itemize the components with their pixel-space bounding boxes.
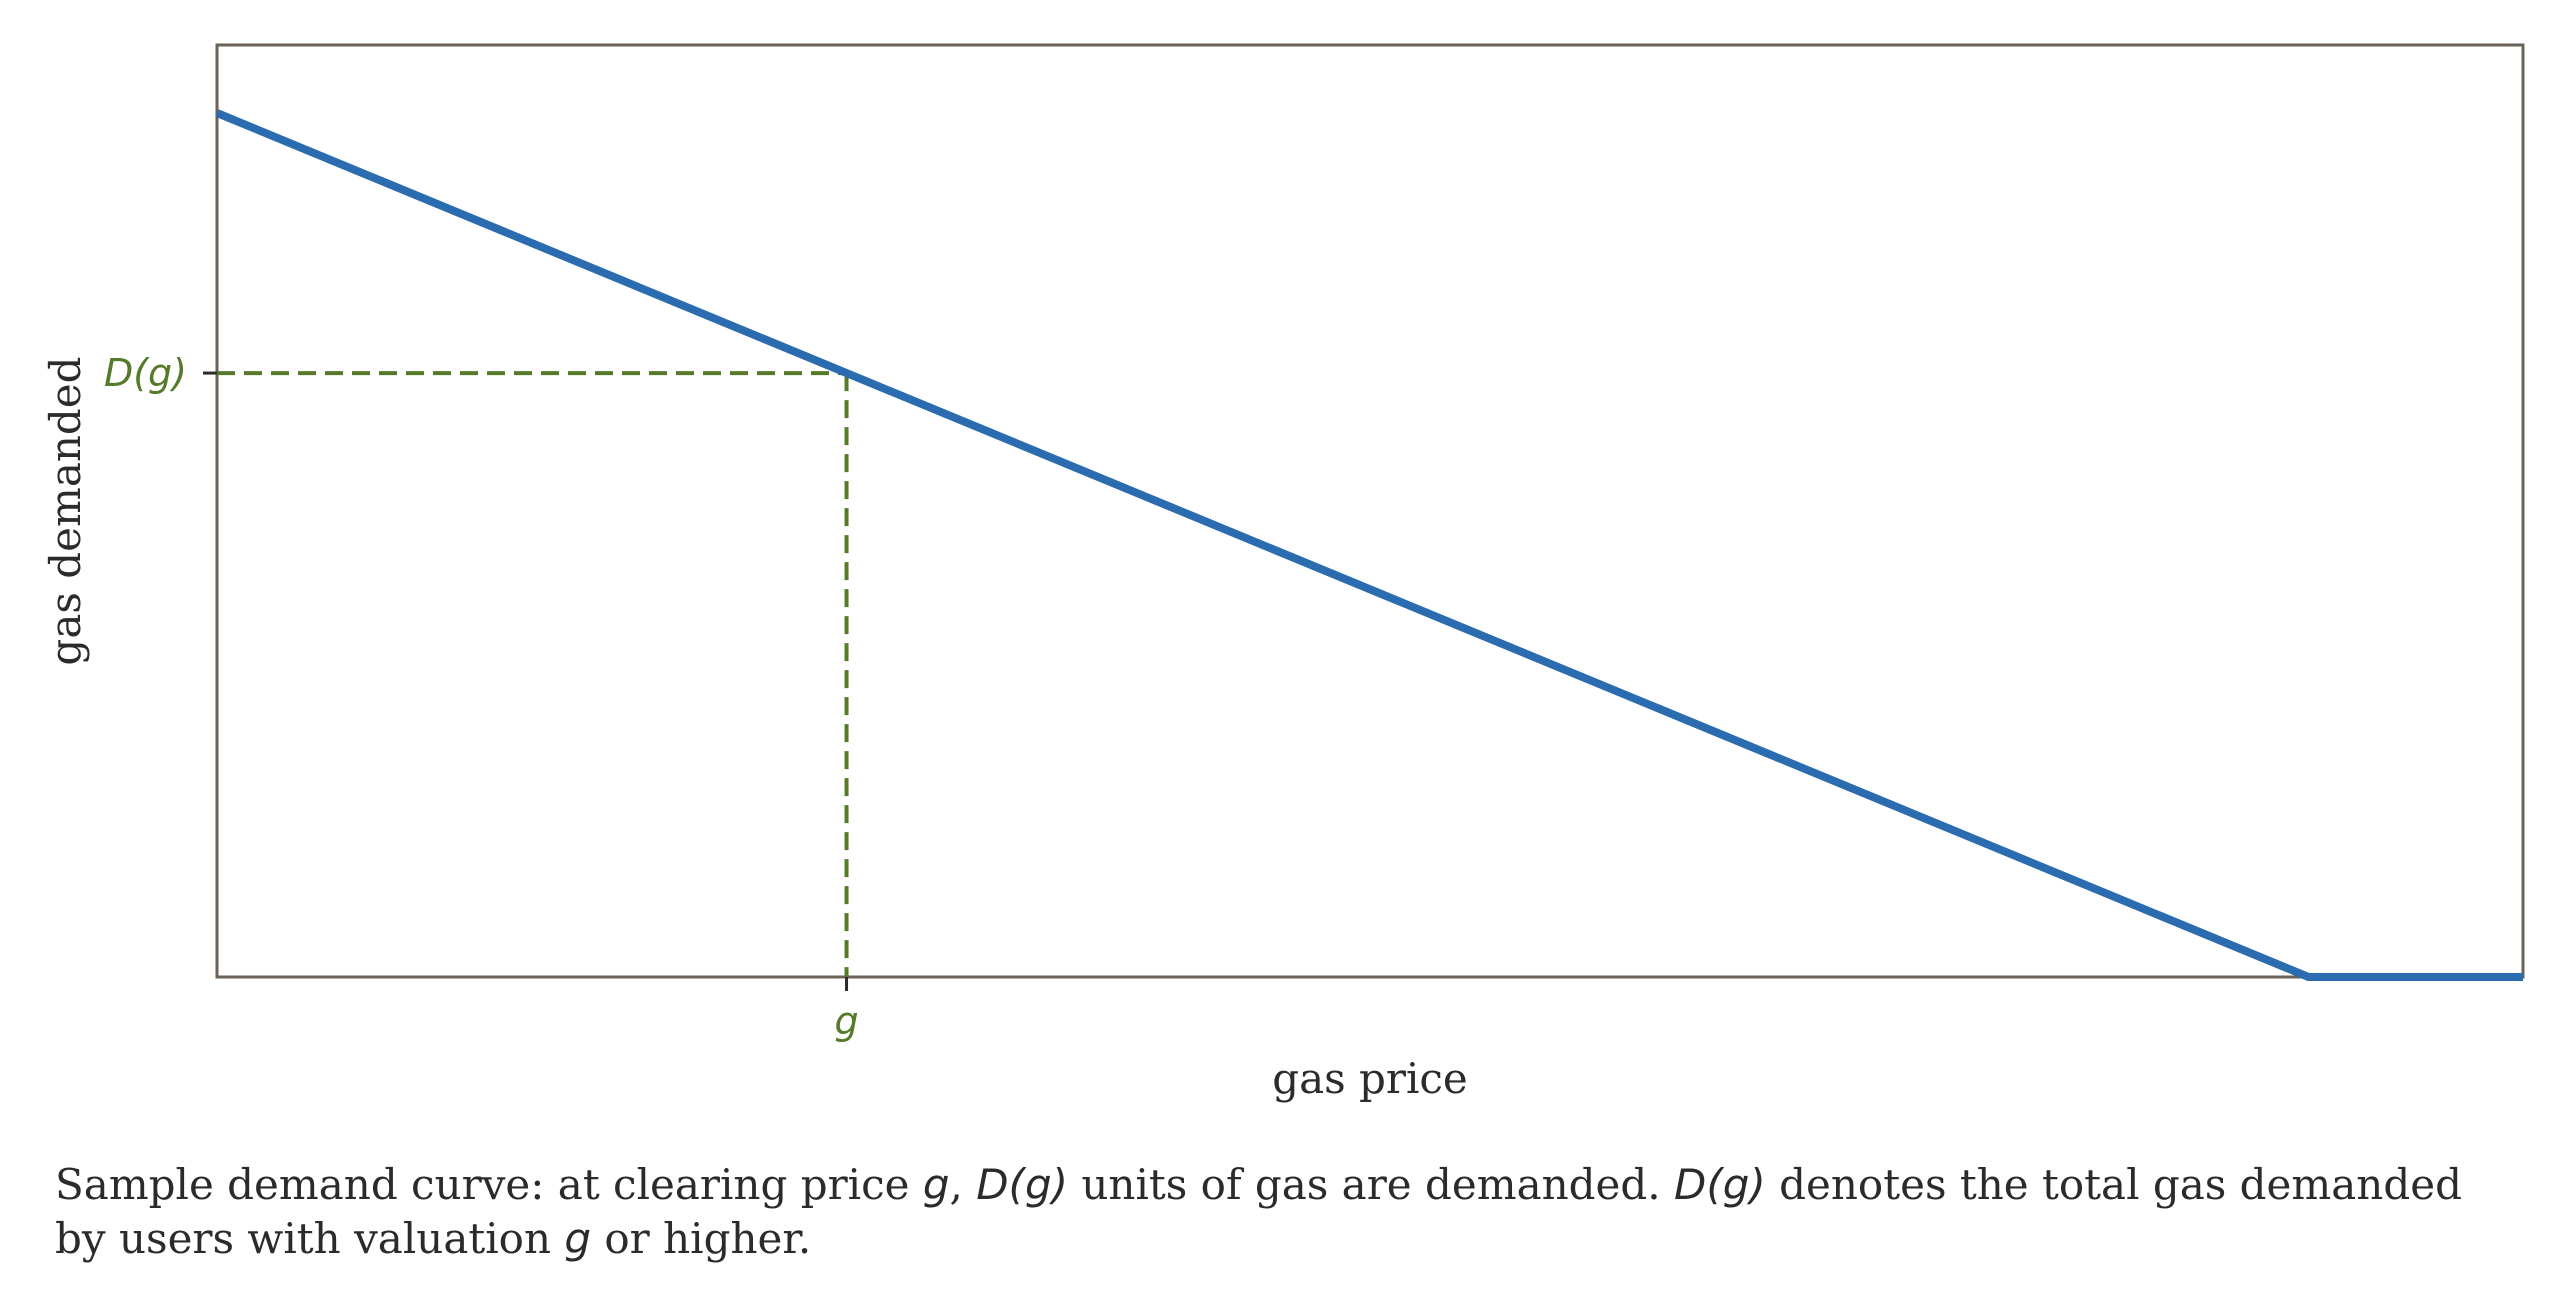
caption-text: units of gas are demanded.	[1068, 1160, 1674, 1209]
caption-text: ,	[949, 1160, 977, 1209]
caption-math: g	[922, 1160, 950, 1209]
figure-caption: Sample demand curve: at clearing price g…	[55, 1158, 2525, 1266]
caption-math: g	[564, 1214, 592, 1263]
x-axis-label: gas price	[1272, 1054, 1468, 1103]
demand-chart: g D(g) gas price gas demanded	[41, 43, 2525, 1103]
caption-text: or higher.	[591, 1214, 812, 1263]
y-tick-label: D(g)	[104, 351, 187, 395]
caption-math: D(g)	[976, 1160, 1068, 1209]
caption-math: D(g)	[1674, 1160, 1766, 1209]
caption-text: denotes the total gas demanded by users …	[55, 1160, 2462, 1263]
x-tick-label: g	[834, 999, 858, 1043]
caption-text: Sample demand curve: at clearing price	[55, 1160, 923, 1209]
demand-curve-line	[215, 109, 2523, 981]
y-axis-label: gas demanded	[41, 356, 90, 665]
plot-frame	[215, 43, 2525, 979]
